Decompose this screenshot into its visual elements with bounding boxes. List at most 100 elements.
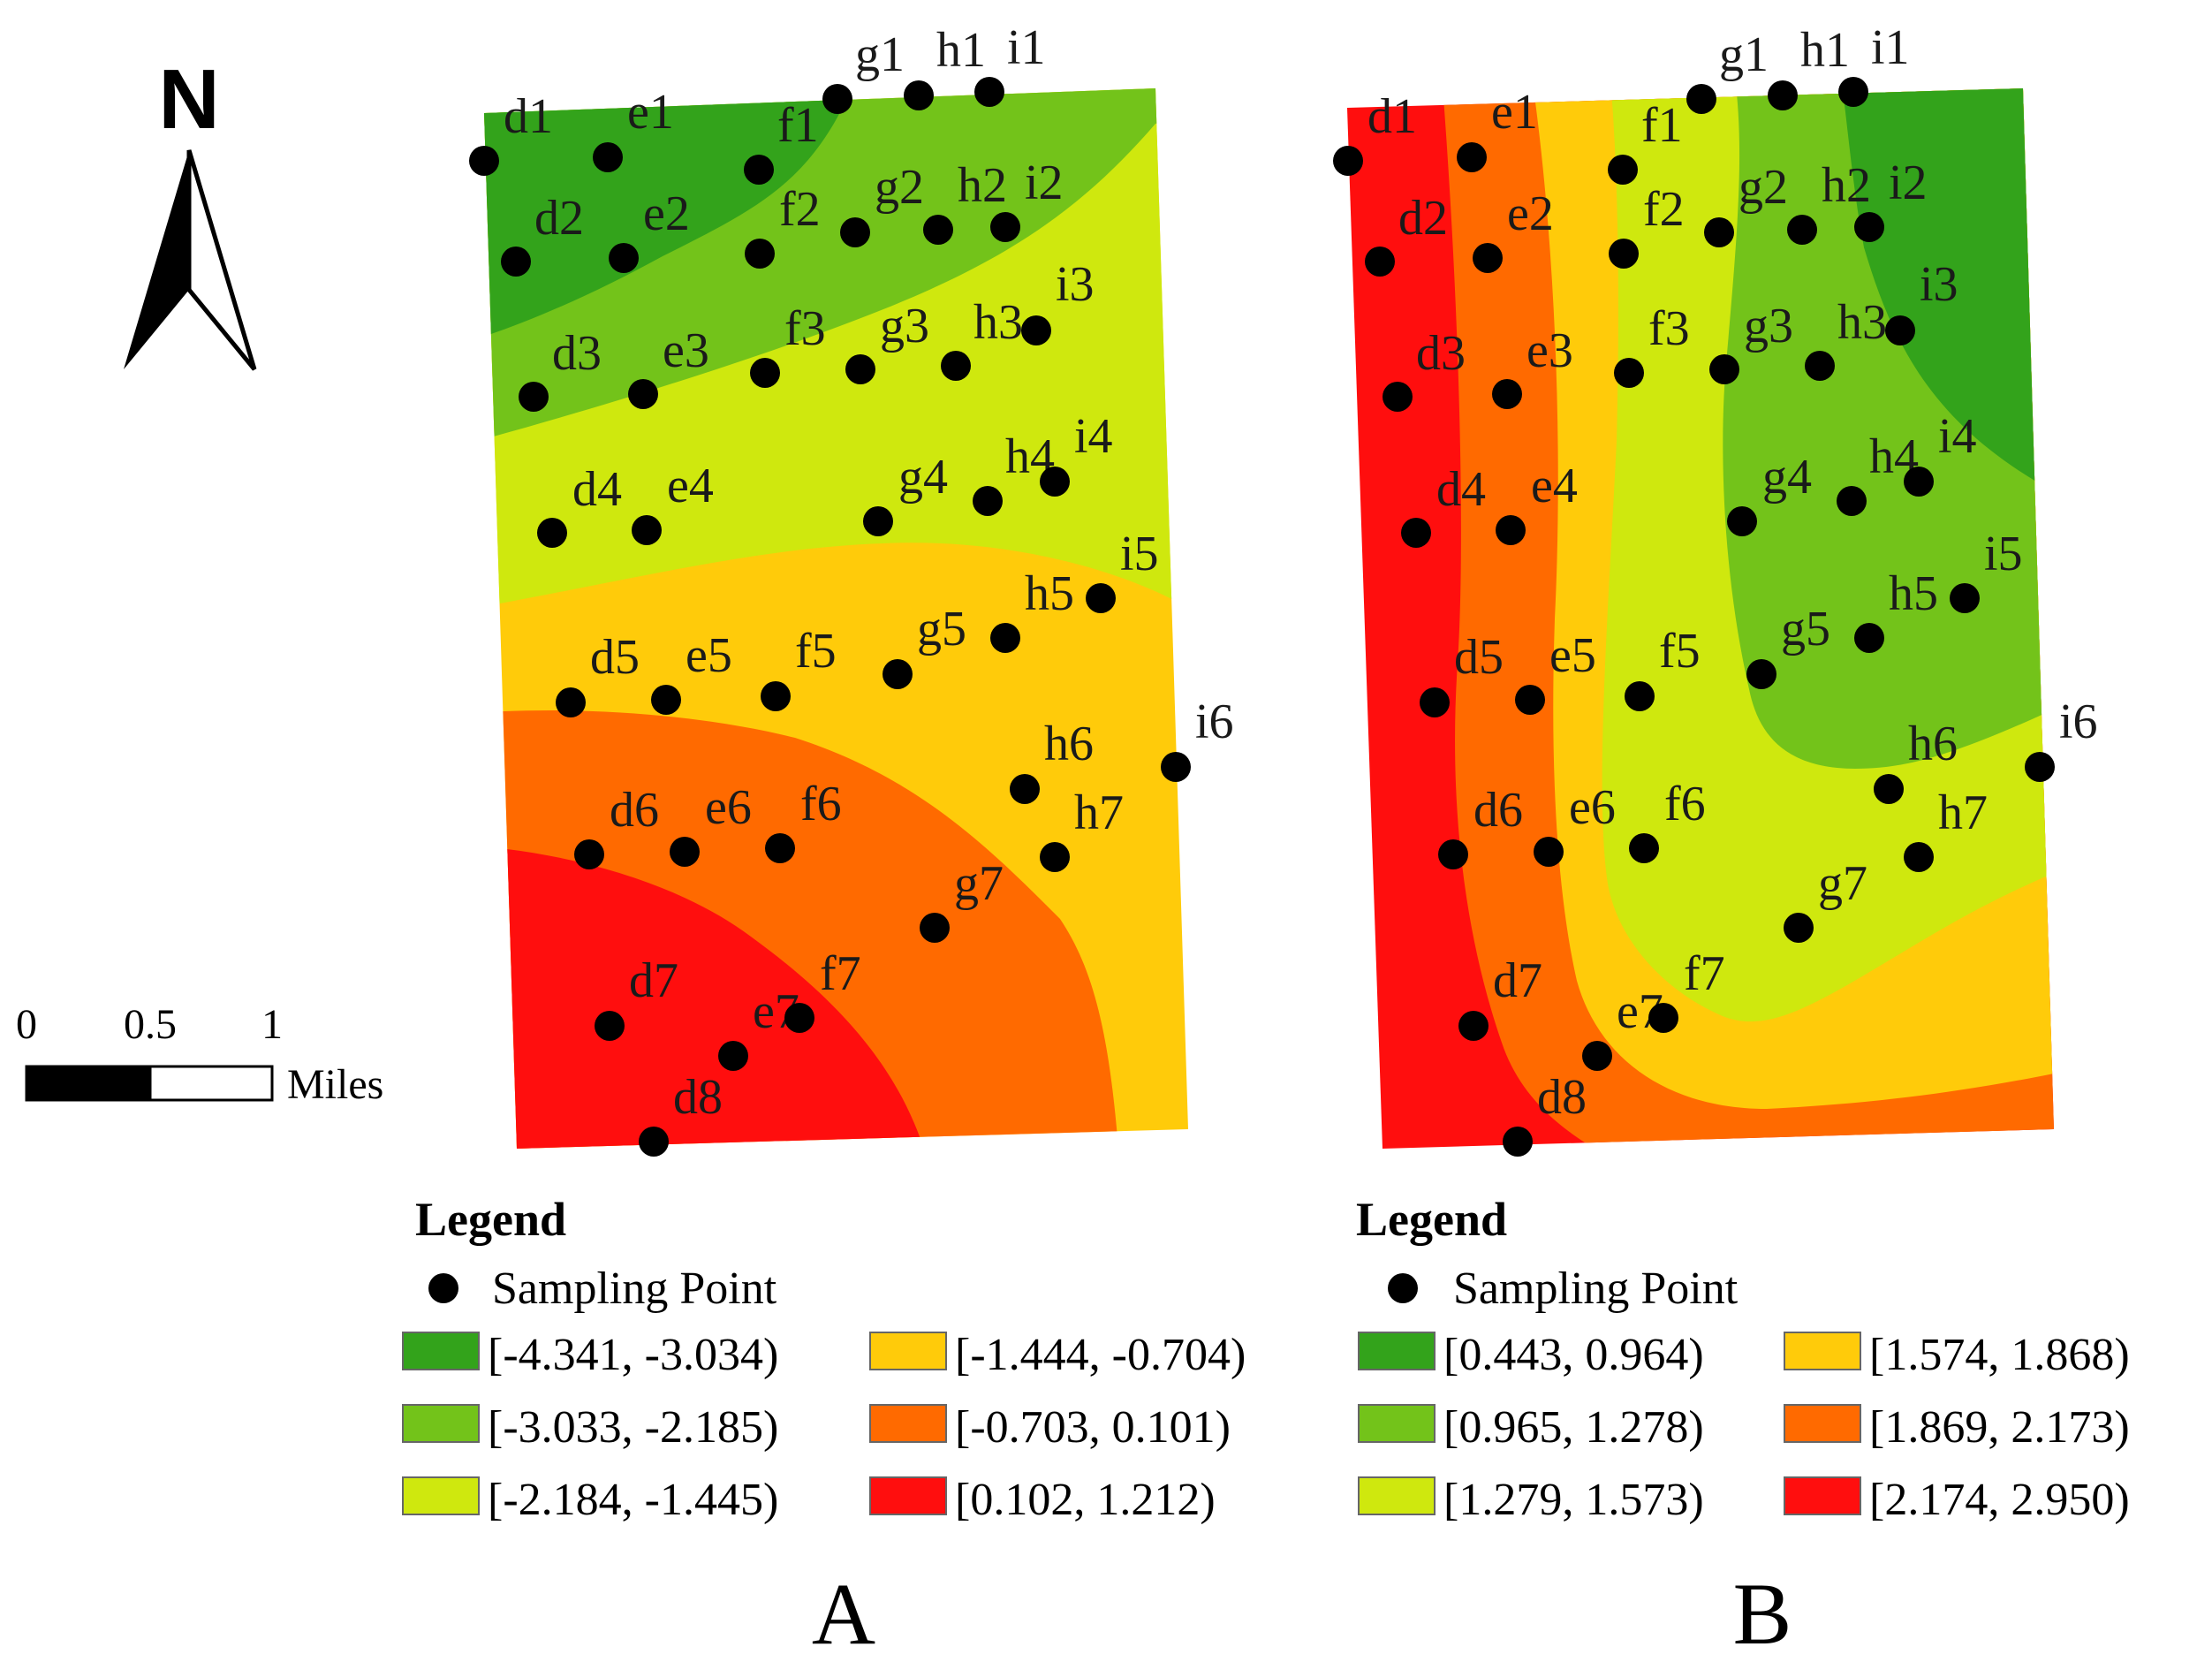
map-b-point-d3: [1382, 382, 1413, 412]
scale-tick-1: 1: [261, 1001, 283, 1048]
legend-a-class-3: [-2.184, -1.445): [488, 1475, 778, 1525]
map-a-point-e1: [593, 142, 623, 172]
map-a-point-label-f7: f7: [820, 946, 861, 1001]
map-a-point-h2: [923, 215, 953, 245]
map-a-point-d1: [469, 146, 499, 176]
legend-a-swatch-2: [402, 1404, 480, 1443]
map-b-point-e5: [1515, 685, 1545, 715]
map-b-point-label-i4: i4: [1938, 409, 1977, 464]
map-b-point-label-h5: h5: [1889, 566, 1938, 621]
map-b-point-label-i2: i2: [1889, 156, 1928, 210]
legend-b-class-1: [0.443, 0.964): [1443, 1330, 1704, 1380]
legend-b-swatch-6: [1784, 1476, 1861, 1515]
legend-b-point-symbol: [1388, 1273, 1418, 1303]
map-b-point-d7: [1458, 1011, 1489, 1041]
legend-a: Legend Sampling Point [-4.341, -3.034) […: [402, 1193, 1246, 1662]
legend-b-swatch-3: [1358, 1476, 1436, 1515]
legend-b-class-6: [2.174, 2.950): [1869, 1475, 2130, 1525]
map-a-point-label-g7: g7: [954, 856, 1004, 911]
scale-unit: Miles: [287, 1061, 383, 1108]
map-a-sampling-points: d1 e1 f1 g1 h1 i1 d2 e2 f2 g2 h2 i2 d3 e3 f3 g3 h3 i3 d4 e4…: [469, 20, 1234, 1157]
map-b-point-h5: [1854, 623, 1884, 653]
map-b-point-i6: [2025, 752, 2055, 782]
map-b-point-f2: [1609, 239, 1639, 269]
map-b-point-e3: [1492, 379, 1522, 409]
map-a-point-label-d7: d7: [629, 953, 678, 1008]
legend-b-swatch-2: [1358, 1404, 1436, 1443]
map-a-point-label-h2: h2: [958, 158, 1007, 213]
map-b-point-label-g4: g4: [1762, 450, 1812, 505]
map-b-point-label-d8: d8: [1537, 1070, 1587, 1125]
map-a-point-label-i6: i6: [1195, 694, 1234, 749]
map-a-point-label-i1: i1: [1007, 20, 1046, 75]
map-b-point-g4: [1727, 506, 1757, 536]
map-a-point-label-h3: h3: [973, 295, 1023, 350]
map-a-point-i4: [1040, 467, 1070, 497]
map-a-point-label-f5: f5: [795, 624, 837, 679]
map-b-point-i5: [1950, 583, 1980, 613]
legend-a-swatch-1: [402, 1332, 480, 1370]
map-b-point-h4: [1837, 486, 1867, 516]
map-a: d1 e1 f1 g1 h1 i1 d2 e2 f2 g2 h2 i2 d3 e3 f3 g3 h3 i3 d4 e4…: [469, 20, 1234, 1157]
legend-b-title: Legend: [1356, 1193, 1507, 1246]
map-a-point-label-f6: f6: [800, 777, 842, 831]
map-a-point-f2: [745, 239, 775, 269]
map-a-point-label-e2: e2: [643, 186, 690, 241]
map-b-point-label-e3: e3: [1526, 323, 1573, 378]
map-b-point-label-f3: f3: [1648, 301, 1690, 356]
map-a-point-i1: [974, 77, 1004, 107]
map-a-point-i3: [1021, 315, 1051, 345]
legend-a-class-5: [-0.703, 0.101): [955, 1402, 1231, 1453]
map-b-point-h1: [1768, 80, 1798, 110]
map-a-point-e6: [670, 837, 700, 867]
legend-b-swatch-1: [1358, 1332, 1436, 1370]
map-a-point-label-d3: d3: [552, 326, 602, 381]
map-b-point-label-f5: f5: [1659, 624, 1701, 679]
map-a-point-f7: [784, 1003, 814, 1033]
map-b-point-d6: [1438, 839, 1468, 869]
map-b-point-g1: [1686, 84, 1716, 114]
legend-b-point-label: Sampling Point: [1453, 1264, 1739, 1314]
map-a-point-f5: [761, 681, 791, 711]
legend-a-swatch-6: [869, 1476, 947, 1515]
map-a-point-label-e4: e4: [667, 459, 714, 513]
map-b-point-f7: [1648, 1003, 1678, 1033]
map-a-point-label-g2: g2: [875, 160, 924, 215]
map-b-point-f5: [1625, 681, 1655, 711]
map-b-point-g3: [1709, 354, 1739, 384]
scale-bar: 0 0.5 1 Miles: [16, 1001, 383, 1108]
map-b-point-label-i6: i6: [2059, 694, 2098, 749]
map-b-point-e6: [1534, 837, 1564, 867]
map-b-zones: [1347, 88, 2054, 1149]
map-a-point-label-e6: e6: [705, 780, 752, 835]
map-b-point-label-h2: h2: [1822, 158, 1871, 213]
map-a-point-h7: [1040, 842, 1070, 872]
map-b-point-label-e1: e1: [1491, 85, 1538, 140]
map-b-point-label-f2: f2: [1643, 182, 1685, 237]
map-b-point-h2: [1787, 215, 1817, 245]
map-a-point-d8: [639, 1127, 669, 1157]
scale-bar-black: [25, 1065, 152, 1102]
map-b-point-label-g3: g3: [1744, 299, 1793, 353]
map-a-point-e3: [628, 379, 658, 409]
map-a-point-e7: [718, 1041, 748, 1071]
map-a-point-i6: [1161, 752, 1191, 782]
map-b-point-label-g5: g5: [1781, 602, 1830, 656]
map-a-point-label-g1: g1: [855, 27, 905, 82]
map-a-point-label-g3: g3: [880, 299, 929, 353]
map-a-point-label-g5: g5: [917, 602, 966, 656]
map-a-point-label-d4: d4: [572, 462, 622, 517]
map-b-point-f6: [1629, 833, 1659, 863]
scale-tick-0: 0: [16, 1001, 37, 1048]
map-b: d1 e1 f1 g1 h1 i1 d2 e2 f2 g2 h2 i2 d3 e3 f3 g3 h3 i3 d4 e4…: [1333, 20, 2098, 1157]
legend-b-swatch-4: [1784, 1332, 1861, 1370]
map-b-point-label-f7: f7: [1684, 946, 1725, 1001]
map-b-point-label-d2: d2: [1398, 191, 1448, 246]
map-a-point-label-i2: i2: [1025, 156, 1064, 210]
map-b-point-f3: [1614, 358, 1644, 388]
legend-a-class-6: [0.102, 1.212): [955, 1475, 1216, 1525]
map-b-point-label-g1: g1: [1719, 27, 1769, 82]
map-a-point-g1: [822, 84, 852, 114]
legend-a-class-2: [-3.033, -2.185): [488, 1402, 778, 1453]
